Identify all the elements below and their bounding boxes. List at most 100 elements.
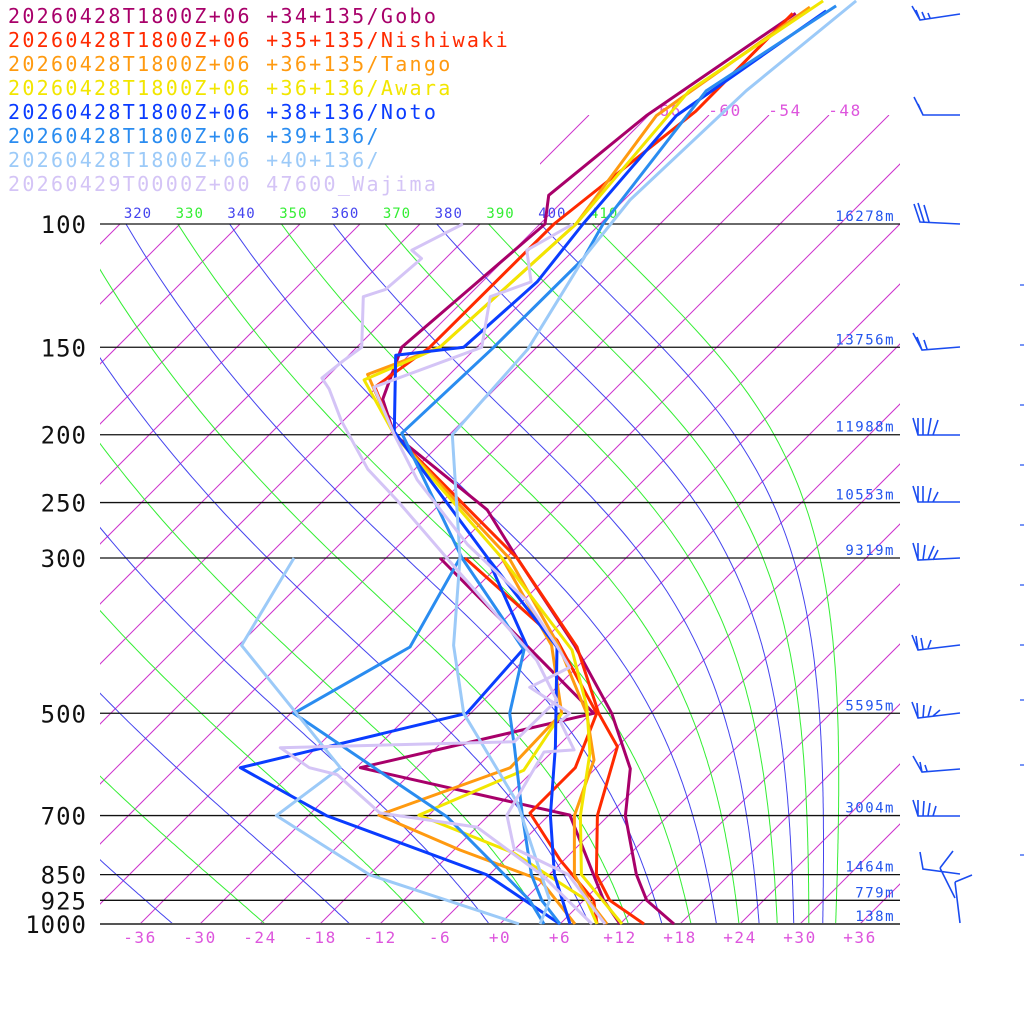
temperature-tick-label: -24	[243, 928, 276, 947]
wind-barb-icon	[911, 634, 961, 651]
legend-entry: 20260428T1800Z+06 +35+135/Nishiwaki	[8, 28, 510, 52]
wind-barb-icon	[912, 799, 960, 817]
wind-barb-icon	[912, 755, 961, 773]
isotherms	[100, 115, 1024, 924]
temperature-tick-label: +24	[723, 928, 756, 947]
temperature-tick-label: +18	[663, 928, 696, 947]
adiabat-label: 400	[538, 206, 566, 222]
dewpoint-line-awara	[417, 712, 599, 925]
dewpoint-line-tango	[377, 557, 577, 925]
height-label: 11988m	[835, 420, 895, 436]
height-label: 13756m	[835, 332, 895, 348]
adiabat-line	[591, 224, 840, 924]
height-label: 16278m	[835, 209, 895, 225]
height-label: 10553m	[835, 488, 895, 504]
temperature-line-wajima	[372, 222, 607, 925]
isotherm-line	[100, 115, 710, 924]
adiabat-label: 350	[279, 206, 307, 222]
adiabat-line	[100, 357, 590, 924]
wind-barb-icon	[913, 202, 961, 225]
isotherm-line	[559, 115, 900, 924]
legend-entry: 20260428T1800Z+06 +34+135/Gobo	[8, 4, 439, 28]
wind-barb-icon	[912, 332, 961, 351]
isotherm-line	[100, 115, 770, 924]
temperature-tick-label: -18	[303, 928, 336, 947]
legend-entry: 20260428T1800Z+06 +36+136/Awara	[8, 76, 453, 100]
wind-barb-icon	[912, 542, 961, 561]
height-label: 5595m	[845, 698, 895, 714]
isotherm-line	[100, 115, 830, 924]
wind-barb-icon	[913, 96, 960, 116]
isotherm-line	[100, 115, 230, 924]
legend-entry: 20260428T1800Z+06 +36+135/Tango	[8, 52, 453, 76]
wind-barb-icon	[911, 701, 961, 719]
adiabat-label: 330	[176, 206, 204, 222]
pressure-lines	[100, 223, 900, 925]
temperature-tick-label: -12	[363, 928, 396, 947]
legend-entry: 20260428T1800Z+06 +39+136/	[8, 124, 381, 148]
temperature-tick-label: +6	[549, 928, 571, 947]
height-label: 3004m	[845, 801, 895, 817]
right-edge-ticks	[1020, 284, 1024, 856]
isotherm-line	[100, 115, 890, 924]
pressure-tick-label: 700	[41, 803, 87, 831]
isotherm-line	[100, 115, 590, 924]
temperature-tick-label: +36	[843, 928, 876, 947]
isotherm-line	[379, 115, 900, 924]
dewpoint-line-wajima	[278, 222, 594, 926]
isotherm-line	[799, 115, 900, 924]
isotherm-line	[619, 115, 900, 924]
pressure-tick-label: 150	[41, 334, 87, 362]
temperature-line-nishiwaki	[373, 12, 794, 926]
wind-barb-icon	[911, 5, 961, 21]
isotherm-line	[100, 115, 290, 924]
pressure-tick-label: 250	[41, 490, 87, 518]
isotherm-line	[100, 115, 350, 924]
dewpoint-line-40-136	[240, 557, 520, 926]
temperature-tick-label: -30	[183, 928, 216, 947]
legend: 20260428T1800Z+06 +34+135/Gobo 20260428T1…	[8, 4, 510, 196]
axis-labels: 100 16278m 150 13756m 200 11988m 250 10553m 300 9…	[25, 101, 895, 947]
isotherm-line	[920, 115, 1024, 924]
temperature-tick-label: +30	[783, 928, 816, 947]
wind-barb-icon	[912, 485, 960, 503]
isotherm-line	[100, 115, 530, 924]
height-label: 138m	[855, 909, 895, 925]
height-label: 779m	[855, 885, 895, 901]
adiabat-label: 340	[227, 206, 255, 222]
sounding-profiles	[238, 0, 858, 926]
temperature-line-gobo	[381, 12, 797, 926]
isotherm-line	[259, 115, 900, 924]
isotherm-line	[679, 115, 900, 924]
isotherm-line	[739, 115, 900, 924]
temperature-tick-label: -36	[123, 928, 156, 947]
temperature-tick-label: +12	[603, 928, 636, 947]
isotherm-top-label: -54	[768, 101, 801, 120]
pressure-tick-label: 300	[41, 545, 87, 573]
pressure-tick-label: 500	[41, 700, 87, 728]
height-label: 1464m	[845, 860, 895, 876]
isotherm-line	[100, 115, 410, 924]
wind-barb-icon	[919, 850, 973, 924]
temperature-tick-label: -6	[429, 928, 451, 947]
isotherm-line	[199, 115, 900, 924]
isotherm-line	[439, 115, 900, 924]
isotherm-top-label: -48	[828, 101, 861, 120]
pressure-tick-label: 100	[41, 211, 87, 239]
temperature-tick-label: +0	[489, 928, 511, 947]
adiabat-label: 370	[383, 206, 411, 222]
height-label: 9319m	[845, 543, 895, 559]
dewpoint-line-noto	[238, 556, 561, 926]
wind-barbs	[911, 5, 973, 924]
adiabat-label: 360	[331, 206, 359, 222]
temperature-line-awara	[362, 0, 824, 925]
adiabat-line	[540, 224, 824, 924]
adiabat-label: 380	[435, 206, 463, 222]
isotherm-line	[499, 115, 900, 924]
temperature-line-40-136	[450, 0, 858, 925]
adiabat-label: 390	[486, 206, 514, 222]
adiabat-label: 320	[124, 206, 152, 222]
pressure-tick-label: 925	[41, 887, 87, 915]
legend-entry: 20260428T1800Z+06 +40+136/	[8, 148, 381, 172]
